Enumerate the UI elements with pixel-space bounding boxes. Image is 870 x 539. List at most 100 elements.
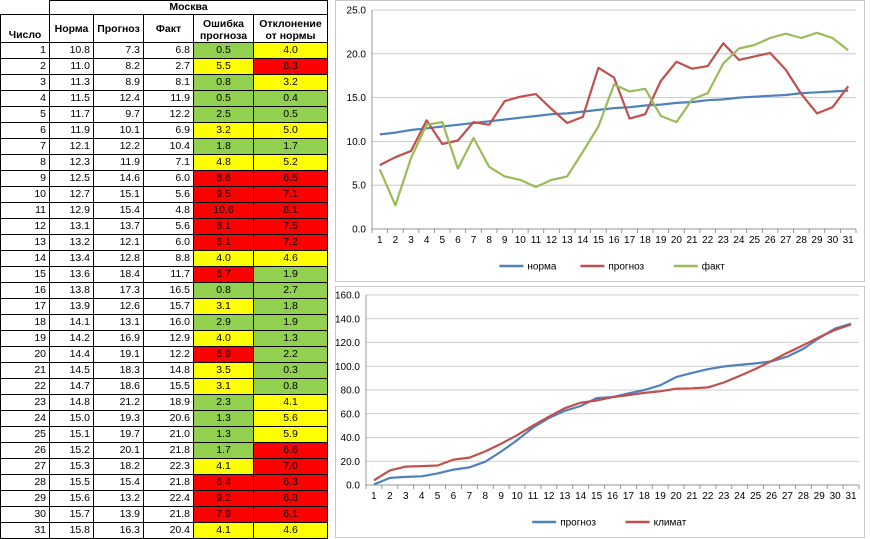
deviation-cell: 4.0 — [253, 42, 328, 59]
deviation-cell: 2.7 — [253, 282, 328, 299]
table-header-row: Число Норма Прогноз Факт Ошибка прогноза… — [0, 14, 328, 43]
norm-cell: 11.3 — [49, 74, 94, 91]
norm-cell: 12.9 — [49, 202, 94, 219]
forecast-error-cell: 9.2 — [193, 490, 254, 507]
norm-cell: 12.5 — [49, 170, 94, 187]
day-cell: 26 — [0, 442, 50, 459]
table-title: Москва — [49, 0, 328, 15]
y-tick-label: 160.0 — [335, 291, 360, 302]
fact-cell: 12.2 — [143, 346, 194, 363]
temperature-line-chart: 0.05.010.015.020.025.01 2 3 4 5 6 7 8 9 10 11 12 13 1… — [335, 0, 865, 282]
x-tick-label: 2 — [393, 235, 399, 246]
forecast-error-cell: 5.5 — [193, 58, 254, 75]
data-table: Москва Число Норма Прогноз Факт Ошибка п… — [0, 0, 328, 539]
x-tick-label: 27 — [782, 491, 794, 502]
norm-cell: 13.8 — [49, 282, 94, 299]
x-tick-label: 30 — [827, 235, 839, 246]
table-row: 29 15.6 13.2 22.4 9.2 6.8 — [0, 490, 328, 507]
legend-label: норма — [527, 262, 557, 273]
x-tick-label: 25 — [749, 235, 761, 246]
forecast-cell: 11.9 — [93, 154, 144, 171]
forecast-error-cell: 4.0 — [193, 330, 254, 347]
x-tick-label: 21 — [686, 491, 698, 502]
day-cell: 28 — [0, 474, 50, 491]
day-cell: 27 — [0, 458, 50, 475]
x-tick-label: 3 — [408, 235, 414, 246]
table-row: 21 14.5 18.3 14.8 3.5 0.3 — [0, 362, 328, 379]
header-day: Число — [0, 14, 50, 43]
deviation-cell: 0.8 — [253, 378, 328, 395]
fact-cell: 4.8 — [143, 202, 194, 219]
forecast-error-cell: 4.0 — [193, 250, 254, 267]
y-tick-label: 40.0 — [341, 433, 361, 444]
x-tick-label: 11 — [528, 491, 539, 502]
day-cell: 14 — [0, 250, 50, 267]
deviation-cell: 7.0 — [253, 458, 328, 475]
x-tick-label: 16 — [608, 235, 620, 246]
table-row: 5 11.7 9.7 12.2 2.5 0.5 — [0, 106, 328, 123]
deviation-cell: 5.6 — [253, 410, 328, 427]
y-tick-label: 120.0 — [335, 338, 360, 349]
deviation-cell: 1.7 — [253, 138, 328, 155]
fact-cell: 20.4 — [143, 522, 194, 539]
table-row: 16 13.8 17.3 16.5 0.8 2.7 — [0, 282, 328, 299]
x-tick-label: 19 — [655, 491, 667, 502]
x-tick-label: 6 — [451, 491, 457, 502]
day-cell: 29 — [0, 490, 50, 507]
forecast-cell: 14.6 — [93, 170, 144, 187]
x-tick-label: 7 — [471, 235, 477, 246]
norm-cell: 14.7 — [49, 378, 94, 395]
x-tick-label: 24 — [733, 235, 745, 246]
forecast-error-cell: 1.7 — [193, 442, 254, 459]
x-tick-label: 1 — [371, 491, 377, 502]
forecast-error-cell: 6.1 — [193, 234, 254, 251]
table-row: 8 12.3 11.9 7.1 4.8 5.2 — [0, 154, 328, 171]
x-tick-label: 5 — [439, 235, 445, 246]
deviation-cell: 3.2 — [253, 74, 328, 91]
x-tick-label: 17 — [624, 235, 636, 246]
deviation-cell: 5.2 — [253, 154, 328, 171]
x-tick-label: 17 — [623, 491, 635, 502]
deviation-cell: 8.1 — [253, 202, 328, 219]
forecast-cell: 15.1 — [93, 186, 144, 203]
forecast-cell: 19.7 — [93, 426, 144, 443]
norm-cell: 14.8 — [49, 394, 94, 411]
legend-label: факт — [702, 261, 725, 273]
x-tick-label: 4 — [419, 491, 425, 502]
fact-cell: 21.0 — [143, 426, 194, 443]
deviation-cell: 2.2 — [253, 346, 328, 363]
forecast-error-cell: 1.8 — [193, 138, 254, 155]
norm-cell: 11.5 — [49, 90, 94, 107]
x-tick-label: 11 — [531, 235, 542, 246]
forecast-error-cell: 6.9 — [193, 346, 254, 363]
forecast-cell: 8.9 — [93, 74, 144, 91]
x-tick-label: 29 — [814, 491, 826, 502]
y-tick-label: 5.0 — [352, 181, 366, 192]
x-tick-label: 6 — [455, 235, 461, 246]
forecast-cell: 12.8 — [93, 250, 144, 267]
table-row: 2 11.0 8.2 2.7 5.5 8.3 — [0, 58, 328, 75]
y-tick-label: 140.0 — [335, 314, 360, 325]
day-cell: 30 — [0, 506, 50, 523]
x-tick-label: 9 — [502, 235, 508, 246]
day-cell: 25 — [0, 426, 50, 443]
fact-cell: 16.0 — [143, 314, 194, 331]
fact-cell: 18.9 — [143, 394, 194, 411]
norm-cell: 11.9 — [49, 122, 94, 139]
table-row: 18 14.1 13.1 16.0 2.9 1.9 — [0, 314, 328, 331]
header-fact: Факт — [143, 14, 194, 43]
norm-cell: 11.7 — [49, 106, 94, 123]
norm-cell: 15.7 — [49, 506, 94, 523]
deviation-cell: 0.5 — [253, 106, 328, 123]
forecast-error-cell: 3.1 — [193, 378, 254, 395]
day-cell: 5 — [0, 106, 50, 123]
fact-cell: 15.7 — [143, 298, 194, 315]
norm-cell: 14.1 — [49, 314, 94, 331]
deviation-cell: 6.6 — [253, 442, 328, 459]
table-row: 3 11.3 8.9 8.1 0.8 3.2 — [0, 74, 328, 91]
header-deviation: Отклонение от нормы — [259, 18, 322, 42]
x-tick-label: 5 — [435, 491, 441, 502]
forecast-error-cell: 8.1 — [193, 218, 254, 235]
x-tick-label: 12 — [543, 491, 555, 502]
series-line-1 — [379, 42, 850, 167]
